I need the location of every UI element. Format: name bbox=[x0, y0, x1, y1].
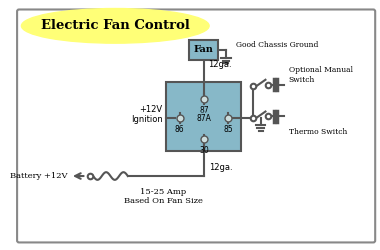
Ellipse shape bbox=[21, 8, 209, 43]
Text: Good Chassis Ground: Good Chassis Ground bbox=[236, 41, 318, 49]
Text: Battery +12V: Battery +12V bbox=[10, 172, 67, 180]
FancyBboxPatch shape bbox=[17, 10, 375, 242]
Text: 85: 85 bbox=[223, 125, 233, 134]
Text: 87: 87 bbox=[199, 106, 209, 115]
Text: Optional Manual
Switch: Optional Manual Switch bbox=[288, 66, 353, 84]
FancyBboxPatch shape bbox=[189, 40, 218, 60]
Text: Electric Fan Control: Electric Fan Control bbox=[41, 19, 190, 32]
FancyBboxPatch shape bbox=[166, 82, 241, 151]
Text: 15-25 Amp
Based On Fan Size: 15-25 Amp Based On Fan Size bbox=[124, 188, 203, 205]
Text: Fan: Fan bbox=[194, 46, 214, 54]
Text: 86: 86 bbox=[175, 125, 185, 134]
Text: 87A: 87A bbox=[196, 114, 211, 123]
Text: 12ga.: 12ga. bbox=[208, 60, 231, 69]
Text: +12V
Ignition: +12V Ignition bbox=[131, 105, 162, 124]
Text: Thermo Switch: Thermo Switch bbox=[288, 128, 347, 136]
Text: 12ga.: 12ga. bbox=[209, 163, 232, 172]
Text: 30: 30 bbox=[199, 146, 209, 155]
